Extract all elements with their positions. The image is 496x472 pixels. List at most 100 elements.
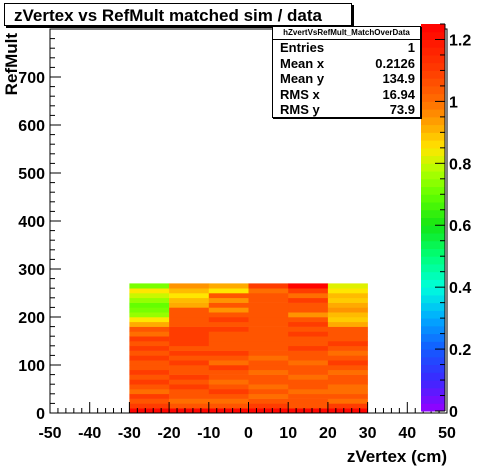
- heatmap-cell: [327, 384, 368, 390]
- stats-histogram-name: hZvertVsRefMult_MatchOverData: [273, 27, 420, 40]
- heatmap-cell: [208, 369, 249, 375]
- stats-value: 134.9: [382, 71, 415, 86]
- color-scale-band: [421, 163, 445, 172]
- heatmap-cell: [129, 379, 170, 385]
- heatmap-cell: [248, 389, 289, 395]
- x-tick-label: -10: [197, 425, 220, 442]
- heatmap-cell: [129, 389, 170, 395]
- color-scale-band: [421, 310, 445, 319]
- color-scale-band: [421, 147, 445, 157]
- y-tick-label: 500: [18, 166, 45, 183]
- heatmap-cell: [208, 326, 249, 332]
- z-tick-label: 0.4: [449, 280, 471, 297]
- heatmap-cell: [129, 312, 170, 318]
- heatmap-cell: [288, 283, 329, 289]
- color-scale-band: [421, 24, 445, 33]
- heatmap-cell: [208, 389, 249, 395]
- heatmap-cell: [248, 297, 289, 303]
- color-scale-band: [421, 155, 445, 164]
- heatmap-cell: [129, 393, 170, 399]
- color-scale-band: [421, 39, 445, 48]
- heatmap-cell: [129, 293, 170, 299]
- heatmap-cell: [248, 365, 289, 371]
- heatmap-cell: [129, 398, 170, 404]
- color-scale-band: [421, 395, 445, 404]
- color-scale-band: [421, 70, 445, 79]
- heatmap-cell: [288, 326, 329, 332]
- heatmap-cell: [288, 341, 329, 347]
- heatmap-cell: [327, 302, 368, 308]
- stats-label: Mean y: [280, 71, 325, 86]
- heatmap-cell: [248, 398, 289, 404]
- heatmap-cell: [169, 297, 210, 303]
- color-scale-band: [421, 240, 445, 249]
- heatmap-cell: [208, 365, 249, 371]
- x-tick-label: -50: [38, 425, 61, 442]
- heatmap-cell: [169, 312, 210, 318]
- heatmap-cell: [288, 355, 329, 361]
- color-scale-band: [421, 349, 445, 358]
- heatmap-cell: [327, 341, 368, 347]
- heatmap-cell: [169, 326, 210, 332]
- y-tick-label: 200: [18, 310, 45, 327]
- z-tick-label: 0.8: [449, 156, 471, 173]
- heatmap-cell: [208, 408, 249, 414]
- x-tick-label: 20: [319, 425, 337, 442]
- color-scale-band: [421, 403, 445, 412]
- color-scale-band: [421, 287, 445, 296]
- heatmap-cell: [288, 312, 329, 318]
- heatmap-cell: [248, 360, 289, 366]
- stats-label: Entries: [280, 40, 325, 55]
- x-tick-label: 10: [279, 425, 297, 442]
- stats-value: 73.9: [389, 102, 415, 117]
- heatmap-cell: [169, 393, 210, 399]
- heatmap-cell: [288, 398, 329, 404]
- heatmap-cell: [248, 379, 289, 385]
- y-axis-label: RefMult: [2, 33, 21, 96]
- heatmap-cell: [169, 398, 210, 404]
- heatmap-cell: [208, 350, 249, 356]
- heatmap-cell: [288, 321, 329, 327]
- y-tick-label: 300: [18, 262, 45, 279]
- heatmap-cell: [169, 307, 210, 313]
- heatmap-cell: [169, 302, 210, 308]
- heatmap-cell: [169, 293, 210, 299]
- heatmap-cell: [288, 374, 329, 380]
- heatmap-cell: [169, 369, 210, 375]
- heatmap-cell: [248, 341, 289, 347]
- color-scale-band: [421, 62, 445, 71]
- heatmap-cell: [327, 336, 368, 342]
- heatmap-cell: [169, 350, 210, 356]
- heatmap-cell: [169, 288, 210, 294]
- color-scale-band: [421, 31, 445, 40]
- heatmap-cell: [288, 379, 329, 385]
- heatmap-cell: [327, 355, 368, 361]
- heatmap-cell: [208, 317, 249, 323]
- stats-row-mean-x: Mean x 0.2126: [273, 56, 420, 72]
- color-scale-band: [421, 109, 445, 118]
- color-scale-band: [421, 178, 445, 188]
- color-scale-band: [421, 47, 445, 56]
- heatmap-cell: [208, 293, 249, 299]
- heatmap-cell: [129, 326, 170, 332]
- y-tick-label: 600: [18, 118, 45, 135]
- heatmap-cell: [288, 350, 329, 356]
- heatmap-cell: [248, 350, 289, 356]
- y-tick-label: 100: [18, 358, 45, 375]
- x-tick-label: 30: [359, 425, 377, 442]
- color-scale-band: [421, 380, 445, 389]
- heatmap-cell: [169, 283, 210, 289]
- heatmap-cell: [288, 317, 329, 323]
- color-scale-band: [421, 341, 445, 350]
- stats-row-rms-y: RMS y 73.9: [273, 102, 420, 118]
- heatmap-cell: [327, 321, 368, 327]
- heatmap-cell: [327, 345, 368, 351]
- color-scale-band: [421, 93, 445, 102]
- heatmap-cell: [129, 360, 170, 366]
- heatmap-cell: [208, 336, 249, 342]
- heatmap-cell: [208, 307, 249, 313]
- heatmap-cell: [288, 288, 329, 294]
- heatmap-cell: [248, 326, 289, 332]
- heatmap-cell: [288, 365, 329, 371]
